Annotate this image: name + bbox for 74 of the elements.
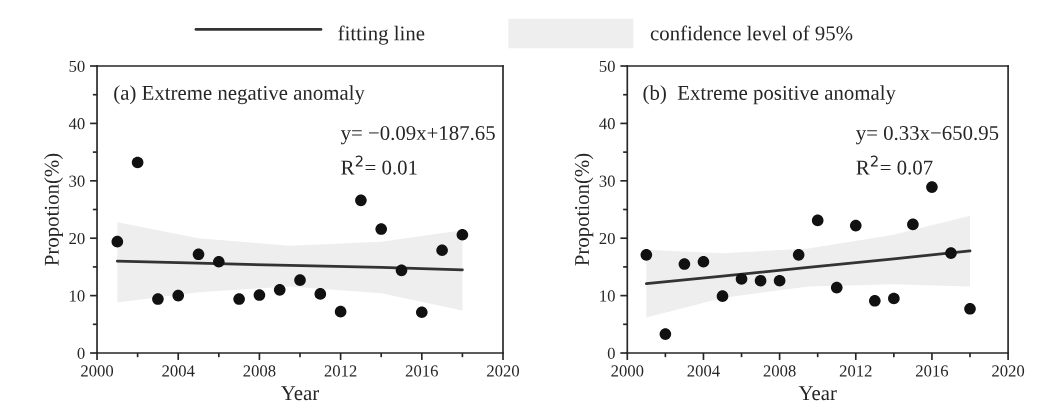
point	[792, 249, 805, 261]
y-tick-label: 30	[599, 175, 615, 187]
point	[436, 244, 448, 257]
point	[111, 235, 124, 248]
y-axis-title: Propotion(%)	[574, 153, 594, 266]
point	[152, 293, 164, 305]
y-tick-label: 50	[69, 60, 85, 72]
annotation: R$^{2}$= 0.01	[341, 155, 417, 175]
annotation: R$^{2}$= 0.07	[856, 155, 933, 175]
y-tick-label: 0	[607, 347, 615, 359]
y-axis-title: Propotion(%)	[44, 153, 63, 266]
point	[869, 294, 881, 307]
point	[213, 255, 225, 268]
point	[888, 292, 900, 305]
point	[395, 264, 408, 277]
x-tick-label: 2016	[405, 365, 438, 377]
y-tick-label: 40	[599, 118, 615, 130]
point	[735, 273, 748, 285]
point	[830, 281, 843, 294]
y-tick-label: 40	[68, 118, 85, 130]
point	[355, 194, 367, 207]
annotation: y= 0.33x−650.95	[856, 125, 999, 145]
point	[926, 181, 938, 193]
x-axis-title: Year	[281, 386, 320, 401]
point	[192, 248, 205, 261]
point	[233, 293, 245, 305]
x-tick-label: 2020	[992, 365, 1025, 377]
point	[273, 284, 286, 296]
x-tick-label: 2000	[81, 365, 114, 377]
text: fitting line	[338, 25, 425, 45]
point	[945, 247, 957, 259]
point	[659, 328, 672, 340]
point	[849, 219, 862, 232]
x-tick-label: 2016	[916, 365, 949, 377]
x-tick-label: 2008	[763, 365, 796, 377]
annotation: (b) Extreme positive anomaly	[643, 85, 896, 105]
y-tick-label: 30	[69, 175, 85, 187]
y-tick-label: 10	[600, 290, 615, 302]
point	[172, 289, 185, 302]
point	[640, 249, 653, 261]
x-tick-label: 2020	[487, 365, 520, 377]
x-tick-label: 2004	[687, 365, 720, 377]
point	[811, 214, 824, 227]
x-axis-title: Year	[798, 386, 837, 401]
x-tick-label: 2012	[324, 365, 357, 377]
annotation: y= −0.09x+187.65	[340, 125, 495, 145]
point	[964, 303, 976, 315]
point	[773, 274, 786, 287]
point	[907, 218, 919, 231]
point	[253, 289, 266, 301]
point	[456, 228, 469, 241]
y-tick-label: 10	[70, 290, 85, 302]
y-tick-label: 20	[69, 232, 85, 245]
line-series	[644, 249, 972, 285]
point	[697, 255, 710, 268]
x-tick-label: 2004	[162, 365, 195, 377]
point	[334, 305, 347, 318]
y-tick-label: 20	[599, 232, 615, 245]
point	[678, 258, 691, 270]
annotation: (a) Extreme negative anomaly	[114, 85, 365, 105]
point	[716, 290, 729, 302]
point	[754, 274, 767, 287]
point	[314, 288, 327, 300]
point	[415, 306, 428, 319]
point	[375, 223, 388, 235]
y-tick-label: 0	[77, 347, 85, 359]
y-tick-label: 50	[599, 60, 615, 72]
x-tick-label: 2000	[611, 365, 644, 377]
x-tick-label: 2012	[839, 365, 872, 377]
point	[131, 156, 144, 169]
text: confidence level of 95%	[650, 25, 853, 41]
line-series	[115, 259, 464, 272]
x-tick-label: 2008	[243, 365, 276, 377]
point	[294, 274, 306, 286]
